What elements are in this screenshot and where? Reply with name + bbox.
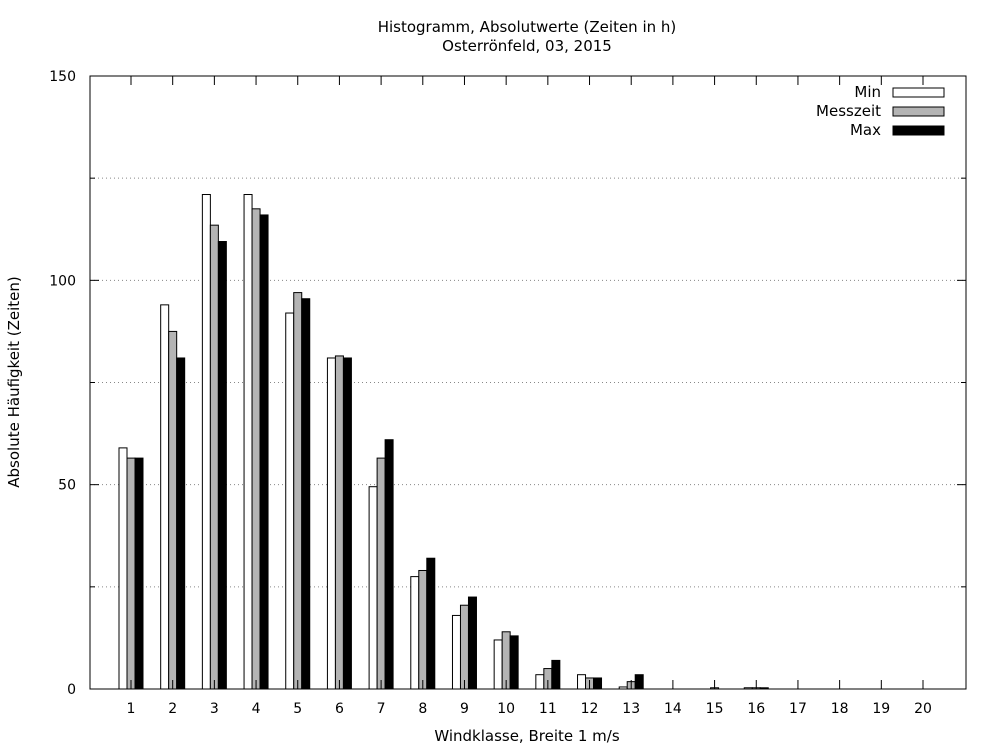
bar-min bbox=[535, 674, 545, 690]
bar-max bbox=[551, 659, 561, 690]
bar-max bbox=[593, 677, 603, 690]
bar-messzeit bbox=[376, 457, 386, 690]
chart-subtitle: Osterrönfeld, 03, 2015 bbox=[442, 37, 612, 55]
legend-label: Messzeit bbox=[816, 102, 881, 120]
x-tick-label: 12 bbox=[581, 701, 599, 717]
bar-min bbox=[368, 486, 378, 690]
bar-min bbox=[410, 576, 420, 690]
legend-swatch bbox=[892, 106, 945, 117]
bar-min bbox=[577, 674, 587, 690]
bars bbox=[118, 194, 769, 690]
x-tick-label: 13 bbox=[622, 701, 640, 717]
legend-label: Max bbox=[850, 121, 881, 139]
legend-label: Min bbox=[854, 83, 881, 101]
x-tick-label: 14 bbox=[664, 701, 682, 717]
bar-min bbox=[160, 304, 170, 690]
y-tick-label: 50 bbox=[58, 478, 76, 494]
bar-min bbox=[243, 194, 253, 690]
x-tick-label: 1 bbox=[127, 701, 136, 717]
x-tick-label: 7 bbox=[377, 701, 386, 717]
x-tick-label: 11 bbox=[539, 701, 557, 717]
y-tick-label: 150 bbox=[49, 69, 76, 85]
bar-messzeit bbox=[459, 604, 469, 690]
bar-messzeit bbox=[293, 292, 303, 690]
bar-messzeit bbox=[168, 330, 178, 690]
chart-title: Histogramm, Absolutwerte (Zeiten in h) bbox=[378, 18, 677, 36]
bar-max bbox=[176, 357, 186, 690]
x-tick-label: 19 bbox=[872, 701, 890, 717]
x-tick-label: 18 bbox=[831, 701, 849, 717]
legend-swatch bbox=[892, 87, 945, 98]
y-tick-label: 100 bbox=[49, 273, 76, 289]
bar-min bbox=[493, 639, 503, 690]
x-tick-label: 10 bbox=[497, 701, 515, 717]
bar-max bbox=[301, 298, 311, 690]
x-tick-label: 17 bbox=[789, 701, 807, 717]
x-tick-label: 8 bbox=[418, 701, 427, 717]
x-tick-label: 16 bbox=[747, 701, 765, 717]
x-tick-label: 20 bbox=[914, 701, 932, 717]
bar-messzeit bbox=[251, 208, 261, 690]
bar-max bbox=[509, 635, 519, 690]
x-tick-label: 2 bbox=[168, 701, 177, 717]
bar-max bbox=[467, 596, 477, 690]
y-axis: 0 50 100 150 bbox=[49, 69, 966, 698]
y-tick-label: 0 bbox=[67, 682, 76, 698]
x-tick-label: 3 bbox=[210, 701, 219, 717]
bar-min bbox=[451, 614, 461, 690]
x-tick-label: 15 bbox=[706, 701, 724, 717]
bar-max bbox=[634, 674, 644, 690]
x-axis-label: Windklasse, Breite 1 m/s bbox=[434, 727, 620, 745]
bar-min bbox=[326, 357, 336, 690]
bar-max bbox=[384, 439, 394, 690]
bar-messzeit bbox=[418, 569, 428, 690]
bar-max bbox=[134, 457, 144, 690]
bar-max bbox=[426, 557, 436, 690]
x-tick-label: 5 bbox=[293, 701, 302, 717]
bar-messzeit bbox=[126, 457, 136, 690]
x-tick-label: 4 bbox=[252, 701, 261, 717]
bar-min bbox=[201, 194, 211, 690]
bar-max bbox=[217, 241, 227, 690]
bar-min bbox=[118, 447, 128, 690]
bar-messzeit bbox=[209, 224, 219, 690]
bar-max bbox=[259, 214, 269, 690]
y-axis-label: Absolute Häufigkeit (Zeiten) bbox=[5, 276, 23, 487]
bar-min bbox=[285, 312, 295, 690]
bar-max bbox=[342, 357, 352, 690]
x-tick-label: 6 bbox=[335, 701, 344, 717]
x-axis: 1 2 3 4 5 6 7 8 9 10 11 12 13 14 15 16 17 18 19 20 bbox=[127, 76, 932, 717]
legend-swatch bbox=[892, 125, 945, 136]
bar-messzeit bbox=[334, 355, 344, 690]
x-tick-label: 9 bbox=[460, 701, 469, 717]
